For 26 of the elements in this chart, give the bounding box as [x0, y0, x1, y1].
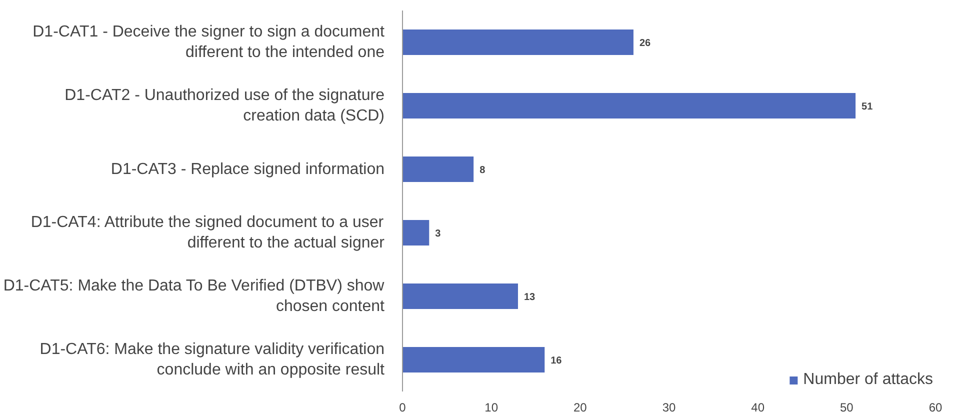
data-label: 16 — [550, 355, 562, 366]
x-tick-label: 0 — [399, 400, 406, 414]
data-label: 26 — [639, 38, 652, 49]
y-tick-label: D1-CAT3 - Replace signed information — [110, 160, 385, 178]
x-tick-label: 30 — [662, 400, 676, 414]
y-tick-label: D1-CAT5: Make the Data To Be Verified (DTBV) show chosen content — [3, 278, 386, 315]
data-label: 13 — [524, 292, 536, 303]
data-label: 3 — [435, 228, 442, 240]
bar — [402, 347, 545, 372]
legend-label: Number of attacks — [803, 371, 933, 389]
y-tick-label: D1-CAT1 - Deceive the signer to sign a document different to the intended one — [32, 24, 386, 61]
y-tick-label: D1-CAT4: Attribute the signed document to a user different to the actual signer — [30, 214, 386, 252]
bar — [402, 30, 634, 55]
y-tick-label: D1-CAT6: Make the signature validity verification conclude with an opposite result — [40, 341, 386, 378]
bar — [402, 93, 856, 118]
x-tick-label: 40 — [751, 400, 765, 414]
data-label: 51 — [862, 101, 874, 112]
bar — [402, 220, 430, 246]
y-tick-label: D1-CAT2 - Unauthorized use of the signature creation data (SCD) — [64, 87, 385, 124]
x-tick-label: 50 — [840, 400, 854, 414]
x-tick-label: 20 — [573, 400, 588, 414]
x-tick-label: 10 — [484, 400, 498, 414]
x-tick-label: 60 — [928, 400, 942, 414]
bar — [402, 156, 474, 182]
bar — [402, 284, 518, 309]
data-label: 8 — [480, 164, 486, 176]
